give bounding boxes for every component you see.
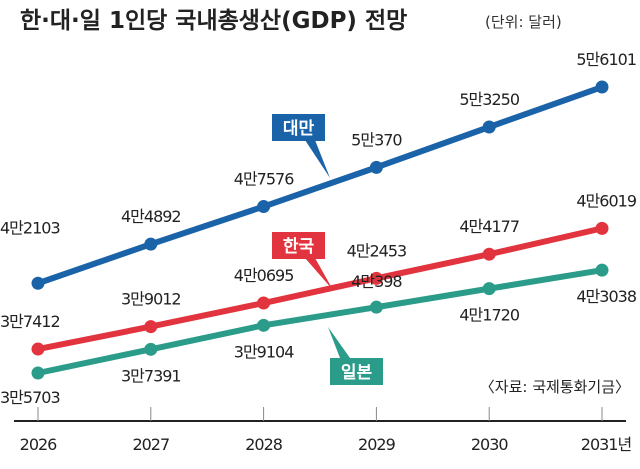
series-tag-label: 한국 — [283, 237, 315, 257]
series-tag-box — [272, 232, 325, 259]
data-point — [144, 342, 158, 356]
data-label: 4만2103 — [0, 218, 60, 237]
data-label: 3만5703 — [0, 388, 60, 407]
data-point — [31, 342, 45, 356]
data-point — [369, 160, 383, 174]
data-point — [31, 366, 45, 380]
x-tick-label: 2026 — [20, 435, 58, 454]
tag-pointer — [305, 140, 330, 178]
data-label: 5만3250 — [459, 90, 519, 109]
data-label: 4만398 — [351, 272, 402, 291]
source-note: 〈자료: 국제통화기금〉 — [480, 378, 630, 396]
data-point — [257, 318, 271, 332]
data-point — [257, 200, 271, 214]
data-point — [144, 320, 158, 334]
x-tick-label: 2031년 — [581, 435, 632, 454]
data-label: 4만6019 — [576, 191, 636, 210]
chart-title: 한·대·일 1인당 국내총생산(GDP) 전망 — [20, 8, 407, 34]
x-tick-label: 2028 — [245, 435, 283, 454]
chart-unit: (단위: 달러) — [485, 13, 562, 31]
data-point — [369, 271, 383, 285]
data-label: 4만0695 — [234, 266, 294, 285]
data-label: 3만9104 — [234, 342, 294, 361]
data-label: 4만1720 — [459, 306, 519, 325]
data-point — [595, 221, 609, 235]
series-tag-label: 일본 — [341, 363, 373, 383]
series-tag-label: 대만 — [283, 119, 315, 139]
tag-pointer — [328, 327, 350, 358]
data-point — [482, 120, 496, 134]
data-point — [369, 300, 383, 314]
x-tick-label: 2029 — [358, 435, 396, 454]
x-tick-label: 2030 — [471, 435, 509, 454]
series-tag-box — [272, 114, 325, 141]
series-line-2 — [37, 225, 603, 352]
data-label: 4만4892 — [121, 207, 181, 226]
series-line-3 — [37, 267, 603, 376]
data-label: 3만7391 — [121, 366, 181, 385]
data-point — [257, 296, 271, 310]
data-label: 4만4177 — [459, 217, 519, 236]
data-point — [31, 276, 45, 290]
tag-pointer — [305, 258, 333, 290]
data-point — [482, 247, 496, 261]
data-label: 4만7576 — [234, 170, 294, 189]
data-point — [595, 80, 609, 94]
data-label: 4만3038 — [576, 287, 636, 306]
x-tick-label: 2027 — [132, 435, 169, 454]
series-tag-box — [330, 358, 383, 385]
data-label: 3만9012 — [121, 290, 181, 309]
data-point — [595, 263, 609, 277]
data-label: 5만370 — [351, 130, 402, 149]
data-label: 5만6101 — [576, 50, 636, 69]
data-point — [144, 237, 158, 251]
data-point — [482, 282, 496, 296]
data-label: 4만2453 — [347, 241, 407, 260]
series-line-1 — [37, 84, 604, 287]
data-label: 3만7412 — [0, 312, 60, 331]
